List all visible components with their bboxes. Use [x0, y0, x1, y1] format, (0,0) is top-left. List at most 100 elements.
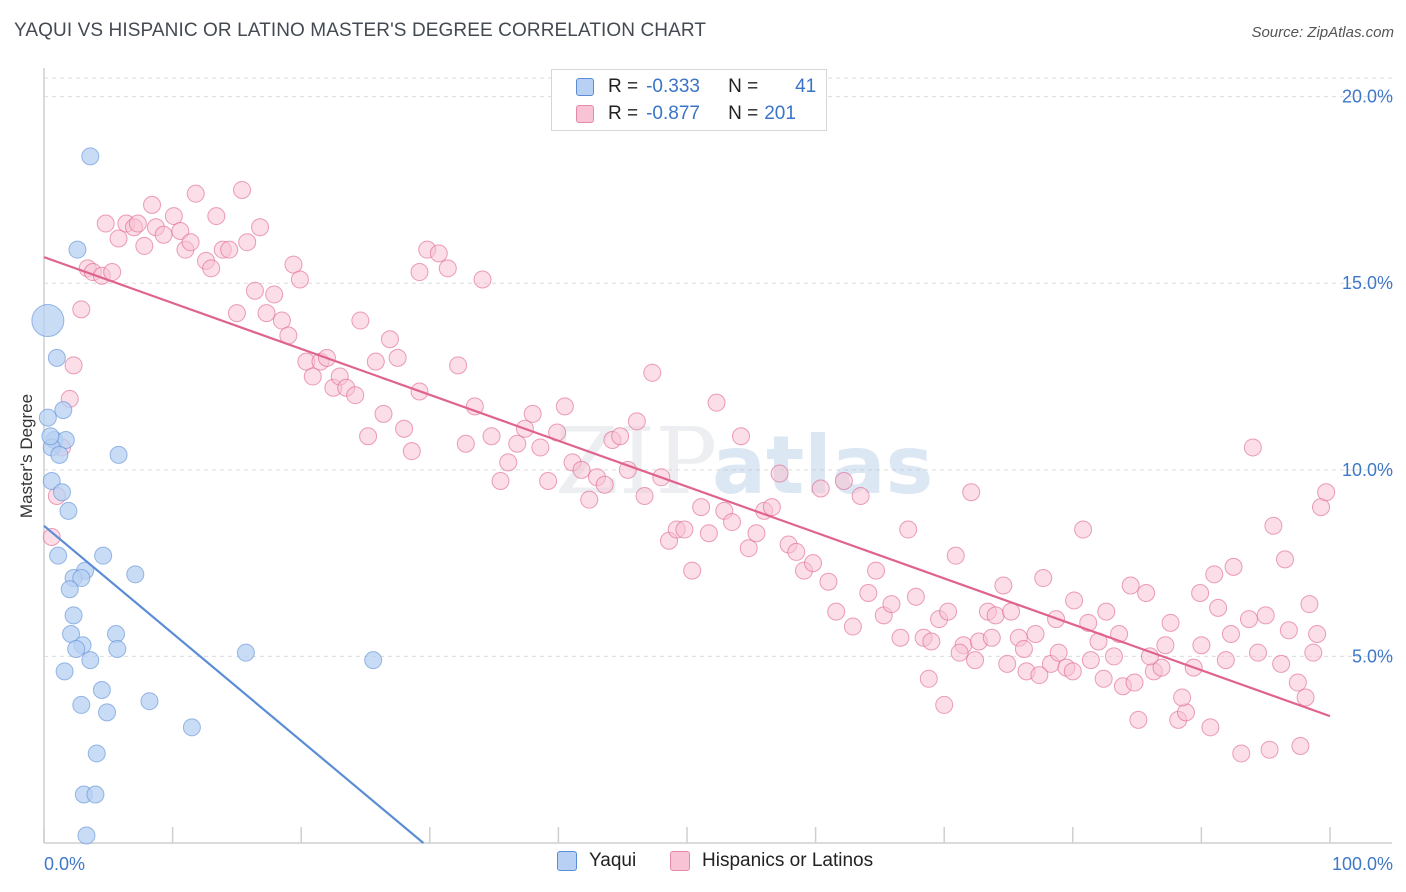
data-point — [1275, 550, 1294, 569]
data-point — [1304, 643, 1323, 662]
legend-row-yaqui: R = -0.333 N = 41 — [552, 74, 816, 100]
data-point — [109, 445, 128, 464]
legend-swatch-hispanics — [576, 105, 594, 123]
data-point — [54, 401, 73, 420]
data-point — [1216, 651, 1235, 670]
data-point — [1272, 654, 1291, 673]
data-point — [1260, 740, 1279, 759]
data-point — [1161, 613, 1180, 632]
data-point — [692, 498, 711, 517]
data-point — [94, 546, 113, 565]
data-point — [60, 580, 79, 599]
gridlines — [44, 77, 1392, 657]
data-point — [1173, 688, 1192, 707]
data-point — [819, 572, 838, 591]
data-point — [1026, 625, 1045, 644]
data-point — [227, 304, 246, 323]
data-point — [747, 524, 766, 543]
data-point — [272, 311, 291, 330]
data-point — [732, 427, 751, 446]
data-point — [64, 356, 83, 375]
data-point — [140, 692, 159, 711]
data-point — [182, 718, 201, 737]
data-point — [1129, 710, 1148, 729]
data-point — [994, 576, 1013, 595]
data-point — [1176, 703, 1195, 722]
trend-lines — [43, 256, 1331, 844]
data-point — [572, 460, 591, 479]
data-point — [982, 628, 1001, 647]
legend-r-value-yaqui: -0.333 — [646, 76, 700, 97]
data-point — [473, 270, 492, 289]
data-point — [236, 643, 255, 662]
data-point — [220, 240, 239, 259]
data-point — [1221, 625, 1240, 644]
data-point — [523, 404, 542, 423]
data-point — [359, 427, 378, 446]
data-point — [922, 632, 941, 651]
data-point — [164, 207, 183, 226]
data-point — [374, 404, 393, 423]
data-point — [580, 490, 599, 509]
data-point — [1097, 602, 1116, 621]
data-point — [804, 554, 823, 573]
data-point — [891, 628, 910, 647]
data-point — [1034, 569, 1053, 588]
data-point — [109, 229, 128, 248]
trend-line-yaqui — [43, 524, 425, 844]
data-point — [1152, 658, 1171, 677]
data-point — [202, 259, 221, 278]
legend-n-value-hispanics: 201 — [764, 103, 796, 124]
legend-r-label: R = — [608, 76, 639, 97]
data-point — [238, 233, 257, 252]
data-point — [1209, 598, 1228, 617]
data-point — [1291, 736, 1310, 755]
data-point — [499, 453, 518, 472]
data-point — [555, 397, 574, 416]
data-point — [233, 180, 252, 199]
data-point — [49, 546, 68, 565]
data-point — [207, 207, 226, 226]
data-point — [1308, 625, 1327, 644]
data-point — [402, 442, 421, 461]
bottom-legend-swatch-hispanics — [670, 851, 690, 871]
data-point — [539, 472, 558, 491]
data-point — [107, 625, 126, 644]
data-point — [171, 222, 190, 240]
data-point — [811, 479, 830, 498]
data-point — [1205, 565, 1224, 584]
data-point — [284, 255, 303, 274]
series-hispanics-points — [42, 180, 1336, 763]
data-point — [531, 438, 550, 457]
data-point — [68, 240, 87, 259]
data-point — [962, 483, 981, 502]
data-point — [1191, 583, 1210, 602]
data-point — [1081, 651, 1100, 670]
data-point — [935, 695, 954, 714]
data-point — [245, 281, 264, 300]
data-point — [98, 703, 117, 722]
data-point — [482, 427, 501, 446]
data-point — [72, 300, 91, 319]
data-point — [103, 263, 122, 282]
data-point — [96, 214, 115, 233]
legend-r-label: R = — [608, 103, 639, 124]
source-label: Source: ZipAtlas.com — [1251, 24, 1394, 41]
data-point — [946, 546, 965, 565]
data-point — [770, 464, 789, 483]
data-point — [882, 595, 901, 614]
data-point — [257, 304, 276, 323]
data-point — [41, 427, 60, 446]
data-point — [739, 539, 758, 558]
data-point — [491, 472, 510, 491]
data-point — [47, 348, 66, 367]
data-point — [128, 214, 147, 233]
data-point — [380, 330, 399, 349]
data-point — [1030, 666, 1049, 685]
data-point — [364, 651, 383, 670]
x-tick-label: 100.0% — [1332, 854, 1393, 874]
data-point — [611, 427, 630, 446]
data-point — [265, 285, 284, 304]
data-point — [154, 225, 173, 244]
axes — [43, 68, 1392, 844]
